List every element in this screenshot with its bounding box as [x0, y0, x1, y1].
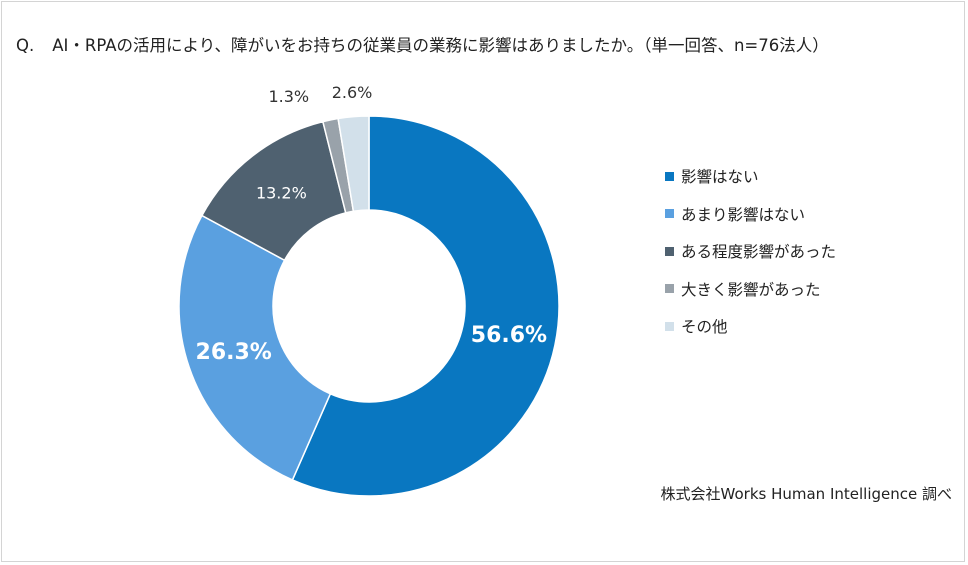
data-label-2: 26.3% — [196, 340, 272, 365]
donut-slice-2 — [178, 214, 332, 481]
legend-swatch — [665, 246, 674, 256]
legend-swatch — [665, 209, 674, 218]
donut-slices — [178, 115, 560, 497]
data-label-4: 1.3% — [268, 87, 309, 106]
data-label-1: 56.6% — [471, 323, 547, 348]
legend-swatch — [665, 321, 674, 331]
data-label-3: 13.2% — [256, 184, 307, 203]
donut-slice-1 — [291, 115, 560, 497]
legend-item-5: その他 — [665, 314, 836, 338]
legend-label: ある程度影響があった — [681, 243, 837, 261]
legend-swatch — [665, 171, 674, 181]
donut-labels: 56.6% 26.3% 13.2% 1.3% 2.6% — [196, 83, 548, 365]
legend-label: 大きく影響があった — [681, 280, 821, 299]
source-note: 株式会社Works Human Intelligence 調べ — [660, 485, 952, 503]
legend-item-2: あまり影響はない — [665, 202, 836, 226]
question-prefix: Q. — [16, 36, 35, 55]
legend-label: あまり影響はない — [681, 205, 806, 224]
question-text: AI・RPAの活用により、障がいをお持ちの従業員の業務に影響はありましたか。（単… — [52, 36, 829, 55]
legend: 影響はないあまり影響はないある程度影響があった 大きく影響があった その他 — [665, 164, 836, 352]
chart-title: Q. AI・RPAの活用により、障がいをお持ちの従業員の業務に影響はありましたか。… — [16, 32, 829, 56]
legend-label: その他 — [681, 318, 728, 336]
legend-label: 影響はない — [681, 168, 759, 186]
legend-item-3: ある程度影響があった — [665, 239, 836, 263]
legend-item-1: 影響はない — [665, 164, 836, 188]
legend-item-4: 大きく影響があった — [665, 277, 836, 301]
legend-swatch — [665, 284, 674, 293]
data-label-5: 2.6% — [332, 83, 373, 102]
donut-slice-5 — [337, 115, 370, 213]
